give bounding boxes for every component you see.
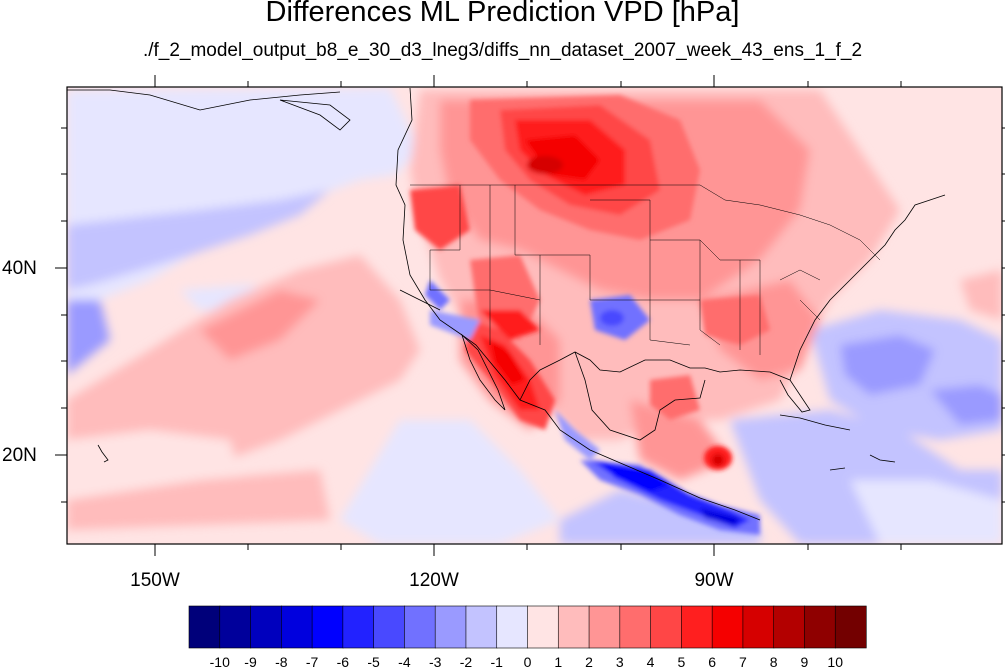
colorbar-label: 3 [615, 654, 624, 670]
colorbar-label: 8 [769, 654, 778, 670]
colorbar-swatch [681, 605, 713, 649]
colorbar-swatch [834, 605, 867, 649]
colorbar-label: -10 [209, 654, 230, 670]
colorbar-label: 6 [708, 654, 717, 670]
colorbar-swatch [219, 605, 252, 649]
x-tick-150w: 150W [130, 570, 180, 591]
field-strong [410, 95, 770, 535]
y-tick-20n: 20N [2, 445, 37, 466]
colorbar-swatch [373, 605, 406, 649]
colorbar-swatch [650, 605, 682, 649]
colorbar-swatch [188, 605, 221, 649]
colorbar-swatch [773, 605, 806, 649]
colorbar-label: -7 [305, 654, 319, 670]
colorbar-label: -2 [459, 654, 473, 670]
colorbar-label: 1 [554, 654, 563, 670]
y-tick-40n: 40N [2, 258, 37, 279]
colorbar-swatch [527, 605, 559, 649]
colorbar-label: 2 [585, 654, 593, 670]
colorbar-swatch [250, 605, 282, 649]
colorbar-swatch [496, 605, 529, 649]
colorbar-swatch [434, 605, 467, 649]
x-tick-90w: 90W [694, 570, 734, 591]
colorbar-swatch [465, 605, 498, 649]
colorbar-swatch [342, 605, 375, 649]
colorbar-swatch [404, 605, 436, 649]
state-borders [410, 184, 881, 355]
chart-subtitle: ./f_2_model_output_b8_e_30_d3_lneg3/diff… [142, 40, 863, 61]
colorbar-label: -5 [367, 654, 380, 670]
colorbar-swatch [281, 605, 313, 649]
colorbar-label: -4 [398, 654, 411, 670]
colorbar-swatch [588, 605, 621, 649]
heatmap-field [67, 87, 1002, 544]
colorbar-label: 5 [677, 654, 686, 670]
colorbar-label: 10 [827, 654, 843, 670]
chart-title: Differences ML Prediction VPD [hPa] [265, 0, 740, 28]
tick-marks [55, 75, 1005, 556]
colorbar-swatch [557, 605, 590, 649]
colorbar-label: 9 [800, 654, 809, 670]
colorbar-label: 4 [646, 654, 655, 670]
colorbar-label: -6 [336, 654, 350, 670]
colorbar-swatch [619, 605, 652, 649]
colorbar-swatch [311, 605, 344, 649]
colorbar-swatch [742, 605, 775, 649]
colorbar-label: -1 [490, 654, 503, 670]
coastlines [67, 87, 946, 521]
colorbar-label: -3 [428, 654, 442, 670]
colorbar-swatch [711, 605, 744, 649]
colorbar-label: 0 [523, 654, 532, 670]
colorbar-swatch [804, 605, 836, 649]
colorbar [188, 605, 867, 649]
colorbar-label: -9 [244, 654, 257, 670]
colorbar-label: -8 [275, 654, 288, 670]
colorbar-label: 7 [739, 654, 747, 670]
x-tick-120w: 120W [409, 570, 459, 591]
